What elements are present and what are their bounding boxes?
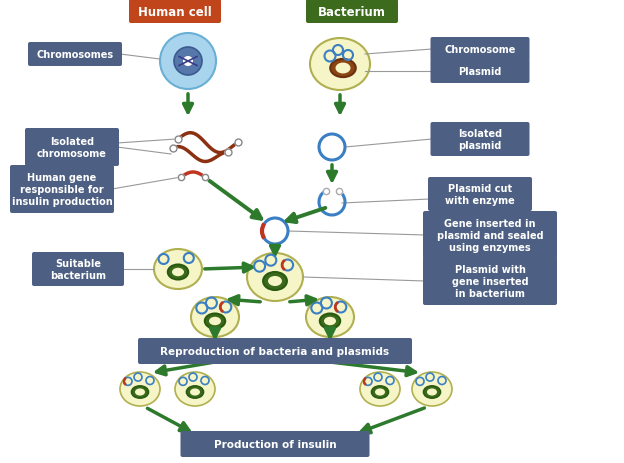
Circle shape <box>174 48 202 76</box>
Ellipse shape <box>263 272 287 290</box>
Text: Plasmid with
gene inserted
in bacterium: Plasmid with gene inserted in bacterium <box>452 264 529 299</box>
Ellipse shape <box>205 314 225 329</box>
Text: Chromosome: Chromosome <box>444 45 515 55</box>
FancyBboxPatch shape <box>10 166 114 213</box>
FancyBboxPatch shape <box>423 257 557 305</box>
Text: Isolated
plasmid: Isolated plasmid <box>458 129 502 151</box>
Ellipse shape <box>360 372 400 406</box>
Ellipse shape <box>424 386 441 398</box>
FancyBboxPatch shape <box>138 338 412 364</box>
FancyBboxPatch shape <box>180 431 369 457</box>
Ellipse shape <box>268 276 282 287</box>
Ellipse shape <box>190 388 200 396</box>
Ellipse shape <box>175 372 215 406</box>
Text: Production of insulin: Production of insulin <box>213 439 336 449</box>
Text: Reproduction of bacteria and plasmids: Reproduction of bacteria and plasmids <box>160 346 389 356</box>
Text: Plasmid cut
with enzyme: Plasmid cut with enzyme <box>445 183 515 206</box>
Ellipse shape <box>120 372 160 406</box>
Ellipse shape <box>172 268 184 276</box>
Ellipse shape <box>154 250 202 289</box>
FancyBboxPatch shape <box>28 43 122 67</box>
Ellipse shape <box>320 314 340 329</box>
Text: Plasmid: Plasmid <box>458 67 502 77</box>
FancyBboxPatch shape <box>431 123 530 156</box>
Ellipse shape <box>310 39 370 91</box>
Ellipse shape <box>135 388 145 396</box>
Ellipse shape <box>330 60 356 78</box>
Circle shape <box>160 34 216 90</box>
Text: Isolated
chromosome: Isolated chromosome <box>37 137 107 159</box>
Ellipse shape <box>412 372 452 406</box>
FancyBboxPatch shape <box>32 252 124 287</box>
Text: Gene inserted in
plasmid and sealed
using enzymes: Gene inserted in plasmid and sealed usin… <box>437 218 544 253</box>
FancyBboxPatch shape <box>129 0 221 24</box>
Text: Suitable
bacterium: Suitable bacterium <box>50 258 106 281</box>
Ellipse shape <box>427 388 437 396</box>
Ellipse shape <box>375 388 385 396</box>
FancyBboxPatch shape <box>423 212 557 259</box>
Text: Chromosomes: Chromosomes <box>36 50 114 60</box>
FancyBboxPatch shape <box>428 178 532 212</box>
Ellipse shape <box>336 63 351 74</box>
Ellipse shape <box>306 297 354 337</box>
Text: Human gene
responsible for
insulin production: Human gene responsible for insulin produ… <box>12 172 112 207</box>
FancyBboxPatch shape <box>431 38 530 62</box>
Circle shape <box>183 57 193 67</box>
Ellipse shape <box>191 297 239 337</box>
FancyBboxPatch shape <box>306 0 398 24</box>
Ellipse shape <box>371 386 389 398</box>
FancyBboxPatch shape <box>431 60 530 84</box>
Text: Human cell: Human cell <box>138 6 212 19</box>
Ellipse shape <box>324 317 336 325</box>
Ellipse shape <box>187 386 203 398</box>
Ellipse shape <box>132 386 149 398</box>
Ellipse shape <box>209 317 221 325</box>
Ellipse shape <box>247 253 303 301</box>
Ellipse shape <box>168 265 188 280</box>
Text: Bacterium: Bacterium <box>318 6 386 19</box>
FancyBboxPatch shape <box>25 129 119 167</box>
